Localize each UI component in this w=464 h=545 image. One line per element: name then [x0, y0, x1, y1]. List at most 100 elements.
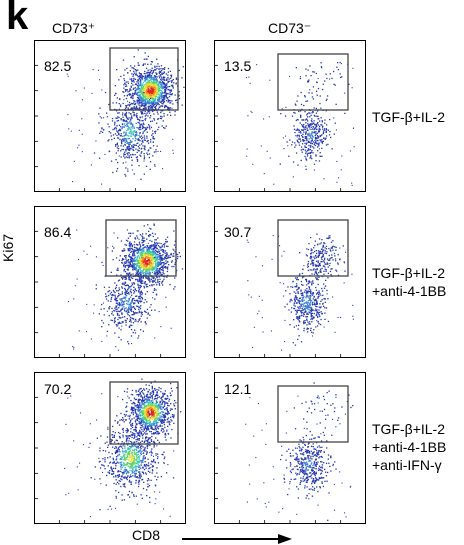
event-dot [325, 128, 327, 130]
event-dot [140, 251, 143, 253]
event-dot [140, 431, 142, 433]
event-dot [294, 344, 297, 346]
event-dot [151, 258, 153, 260]
event-dot [322, 303, 324, 305]
event-dot [134, 320, 136, 322]
event-dot [144, 86, 147, 89]
event-dot [150, 77, 152, 79]
event-dot [314, 254, 317, 257]
event-dot [152, 428, 155, 430]
event-dot [337, 254, 339, 256]
event-dot [160, 75, 162, 77]
event-dot [114, 127, 116, 129]
event-dot [131, 255, 134, 257]
event-dot [130, 273, 132, 275]
event-dot [159, 98, 161, 100]
event-dot [169, 107, 171, 109]
event-dot [127, 107, 129, 109]
event-dot [127, 156, 129, 159]
event-dot [152, 259, 155, 261]
event-dot [125, 156, 127, 158]
event-dot [156, 394, 158, 396]
event-dot [132, 133, 134, 135]
event-dot [132, 154, 134, 156]
event-dot [155, 69, 157, 71]
event-dot [132, 143, 134, 146]
event-dot [250, 110, 252, 112]
event-dot [249, 82, 251, 84]
event-dot [121, 298, 123, 300]
event-dot [149, 257, 151, 259]
event-dot [150, 269, 152, 271]
event-dot [108, 307, 110, 309]
event-dot [153, 284, 155, 286]
event-dot [151, 240, 153, 243]
event-dot [306, 312, 308, 314]
event-dot [290, 311, 292, 313]
event-dot [174, 114, 176, 116]
event-dot [299, 297, 301, 299]
event-dot [306, 291, 309, 293]
event-dot [148, 93, 150, 95]
event-dot [139, 300, 141, 302]
event-dot [167, 260, 169, 263]
event-dot [143, 153, 145, 155]
event-dot [146, 252, 148, 254]
event-dot [143, 244, 145, 246]
event-dot [151, 271, 153, 274]
event-dot [146, 238, 148, 240]
event-dot [169, 424, 171, 426]
event-dot [324, 250, 326, 252]
event-dot [135, 266, 137, 269]
event-dot [319, 135, 321, 137]
event-dot [140, 264, 142, 266]
event-dot [161, 82, 163, 84]
event-dot [308, 135, 310, 137]
event-dot [160, 421, 163, 424]
event-dot [135, 278, 137, 281]
event-dot [304, 145, 306, 147]
event-dot [138, 289, 140, 292]
event-dot [136, 156, 138, 158]
event-dot [155, 260, 157, 262]
event-dot [160, 117, 163, 120]
event-dot [121, 321, 123, 323]
event-dot [310, 255, 313, 258]
event-dot [138, 134, 140, 137]
event-dot [302, 139, 304, 141]
event-dot [160, 263, 162, 265]
event-dot [140, 89, 142, 91]
event-dot [129, 262, 131, 265]
event-dot [330, 136, 332, 139]
event-dot [118, 307, 120, 309]
event-dot [107, 290, 109, 292]
event-dot [140, 272, 142, 274]
event-dot [285, 106, 287, 108]
event-dot [160, 86, 162, 88]
event-dot [133, 255, 135, 257]
event-dot [129, 307, 131, 309]
event-dot [160, 326, 162, 328]
event-dot [283, 295, 285, 297]
event-dot [154, 252, 156, 254]
event-dot [307, 129, 309, 132]
event-dot [293, 302, 295, 304]
event-dot [122, 138, 124, 141]
event-dot [144, 265, 146, 267]
event-dot [315, 299, 317, 302]
event-dot [136, 260, 138, 262]
event-dot [127, 249, 130, 252]
event-dot [317, 146, 319, 148]
event-dot [324, 307, 326, 309]
event-dot [300, 289, 302, 291]
event-dot [140, 258, 142, 260]
event-dot [117, 295, 119, 297]
event-dot [132, 249, 134, 251]
event-dot [144, 254, 146, 256]
event-dot [128, 265, 130, 267]
event-dot [161, 282, 163, 284]
event-dot [161, 259, 164, 261]
event-dot [305, 316, 307, 318]
event-dot [164, 90, 166, 92]
event-dot [156, 262, 158, 264]
